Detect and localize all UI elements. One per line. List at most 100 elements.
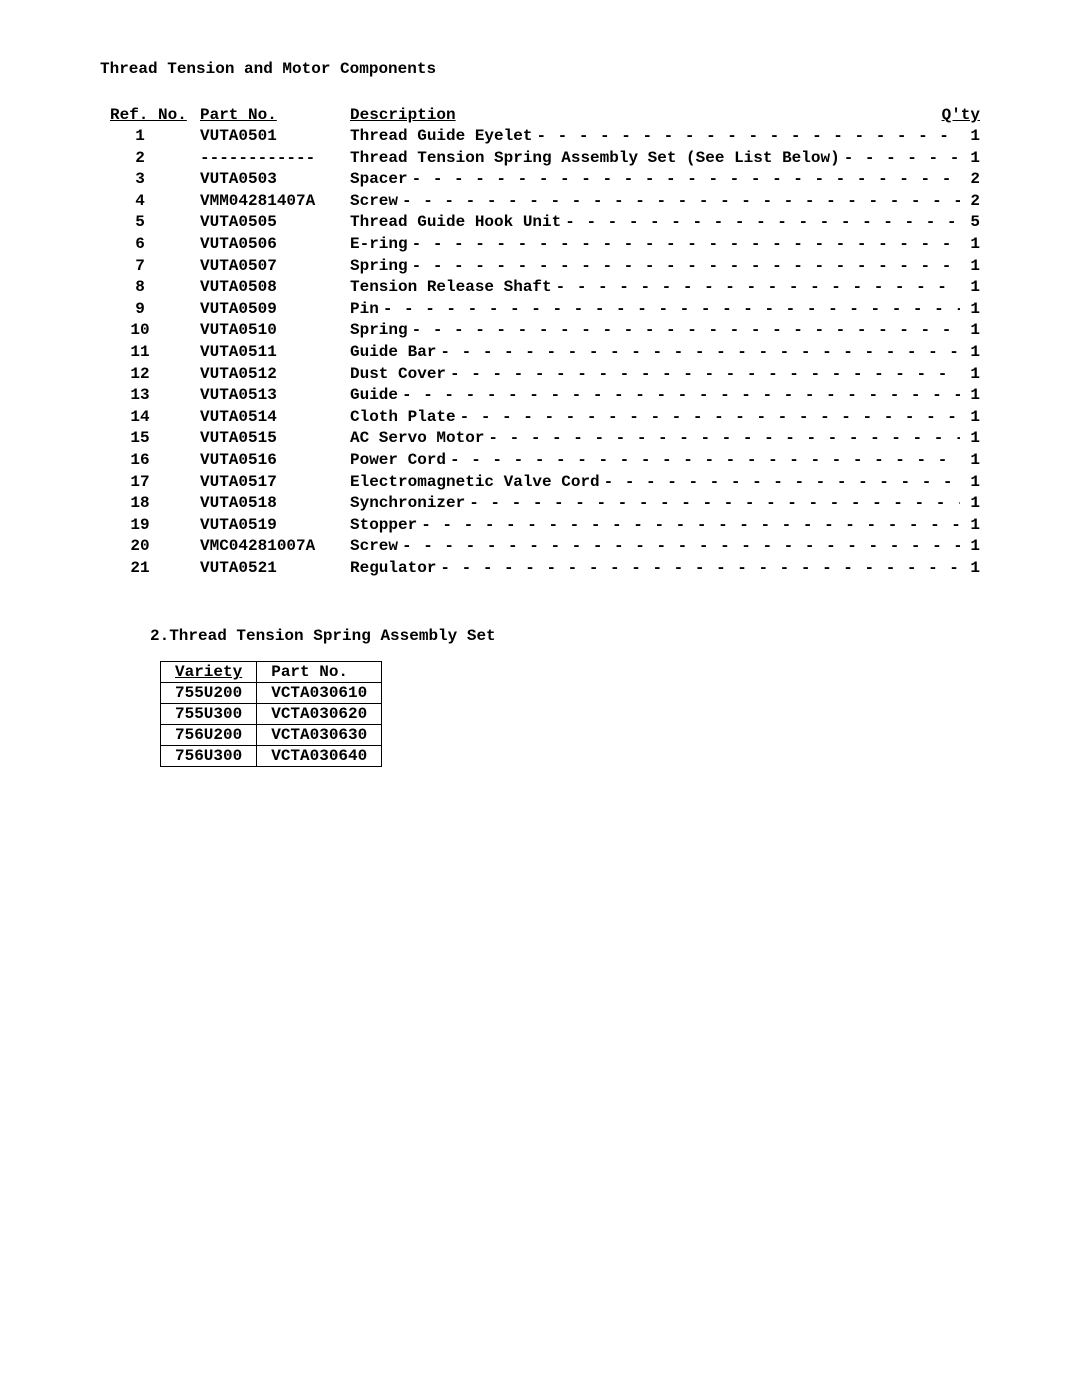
- cell-ref: 3: [110, 169, 200, 191]
- cell-desc: Thread Guide Hook Unit: [350, 212, 561, 234]
- cell-desc-wrap: AC Servo Motor - - - - - - - - - - - - -…: [350, 428, 980, 450]
- cell-desc: Guide Bar: [350, 342, 436, 364]
- cell-ref: 7: [110, 256, 200, 278]
- cell-part: VUTA0509: [200, 299, 350, 321]
- assembly-cell-variety: 756U300: [161, 746, 257, 767]
- leader-dots: - - - - - - - - - - - - - - - - - - - - …: [840, 148, 960, 170]
- assembly-cell-variety: 756U200: [161, 725, 257, 746]
- parts-row: 15VUTA0515AC Servo Motor - - - - - - - -…: [110, 428, 980, 450]
- parts-row: 10VUTA0510Spring - - - - - - - - - - - -…: [110, 320, 980, 342]
- cell-desc-wrap: Spring - - - - - - - - - - - - - - - - -…: [350, 320, 980, 342]
- parts-row: 7VUTA0507Spring - - - - - - - - - - - - …: [110, 256, 980, 278]
- cell-part: VUTA0514: [200, 407, 350, 429]
- cell-desc: Thread Guide Eyelet: [350, 126, 532, 148]
- cell-part: VUTA0513: [200, 385, 350, 407]
- cell-ref: 15: [110, 428, 200, 450]
- cell-qty: 1: [960, 148, 980, 170]
- leader-dots: - - - - - - - - - - - - - - - - - - - - …: [465, 493, 960, 515]
- cell-part: VMM04281407A: [200, 191, 350, 213]
- assembly-row: 756U300VCTA030640: [161, 746, 382, 767]
- leader-dots: - - - - - - - - - - - - - - - - - - - - …: [379, 299, 960, 321]
- cell-desc: Screw: [350, 536, 398, 558]
- cell-part: VUTA0501: [200, 126, 350, 148]
- cell-desc-wrap: Guide - - - - - - - - - - - - - - - - - …: [350, 385, 980, 407]
- cell-desc-wrap: Tension Release Shaft - - - - - - - - - …: [350, 277, 980, 299]
- cell-ref: 6: [110, 234, 200, 256]
- cell-desc: Pin: [350, 299, 379, 321]
- leader-dots: - - - - - - - - - - - - - - - - - - - - …: [436, 558, 960, 580]
- parts-row: 2------------Thread Tension Spring Assem…: [110, 148, 980, 170]
- cell-qty: 1: [960, 256, 980, 278]
- cell-part: VUTA0505: [200, 212, 350, 234]
- cell-qty: 1: [960, 428, 980, 450]
- parts-row: 14VUTA0514Cloth Plate - - - - - - - - - …: [110, 407, 980, 429]
- cell-ref: 16: [110, 450, 200, 472]
- leader-dots: - - - - - - - - - - - - - - - - - - - - …: [484, 428, 960, 450]
- cell-ref: 4: [110, 191, 200, 213]
- cell-qty: 1: [960, 407, 980, 429]
- cell-desc: Dust Cover: [350, 364, 446, 386]
- leader-dots: - - - - - - - - - - - - - - - - - - - - …: [446, 364, 960, 386]
- cell-desc-wrap: Electromagnetic Valve Cord - - - - - - -…: [350, 472, 980, 494]
- cell-part: VUTA0512: [200, 364, 350, 386]
- cell-qty: 1: [960, 320, 980, 342]
- assembly-cell-part: VCTA030620: [257, 704, 382, 725]
- cell-qty: 1: [960, 299, 980, 321]
- cell-ref: 8: [110, 277, 200, 299]
- parts-row: 20VMC04281007AScrew - - - - - - - - - - …: [110, 536, 980, 558]
- cell-part: VUTA0506: [200, 234, 350, 256]
- cell-part: VUTA0508: [200, 277, 350, 299]
- cell-qty: 1: [960, 234, 980, 256]
- parts-row: 12VUTA0512Dust Cover - - - - - - - - - -…: [110, 364, 980, 386]
- parts-row: 8VUTA0508Tension Release Shaft - - - - -…: [110, 277, 980, 299]
- assembly-cell-part: VCTA030640: [257, 746, 382, 767]
- assembly-cell-variety: 755U200: [161, 683, 257, 704]
- assembly-cell-part: VCTA030610: [257, 683, 382, 704]
- cell-desc: Stopper: [350, 515, 417, 537]
- cell-qty: 1: [960, 558, 980, 580]
- cell-desc-wrap: Thread Guide Eyelet - - - - - - - - - - …: [350, 126, 980, 148]
- cell-desc: AC Servo Motor: [350, 428, 484, 450]
- parts-table: Ref. No. Part No. Description Q'ty 1VUTA…: [110, 106, 980, 579]
- parts-row: 19VUTA0519Stopper - - - - - - - - - - - …: [110, 515, 980, 537]
- cell-desc: Spring: [350, 256, 408, 278]
- assembly-row: 755U300VCTA030620: [161, 704, 382, 725]
- assembly-header-part: Part No.: [257, 662, 382, 683]
- cell-desc: Cloth Plate: [350, 407, 456, 429]
- leader-dots: - - - - - - - - - - - - - - - - - - - - …: [408, 169, 960, 191]
- parts-row: 6VUTA0506E-ring - - - - - - - - - - - - …: [110, 234, 980, 256]
- cell-desc: Regulator: [350, 558, 436, 580]
- leader-dots: - - - - - - - - - - - - - - - - - - - - …: [398, 385, 960, 407]
- cell-ref: 17: [110, 472, 200, 494]
- leader-dots: - - - - - - - - - - - - - - - - - - - - …: [552, 277, 960, 299]
- cell-desc: Thread Tension Spring Assembly Set (See …: [350, 148, 840, 170]
- cell-desc-wrap: Stopper - - - - - - - - - - - - - - - - …: [350, 515, 980, 537]
- cell-part: VUTA0519: [200, 515, 350, 537]
- leader-dots: - - - - - - - - - - - - - - - - - - - - …: [417, 515, 960, 537]
- cell-desc: Guide: [350, 385, 398, 407]
- leader-dots: - - - - - - - - - - - - - - - - - - - - …: [561, 212, 960, 234]
- assembly-header-variety: Variety: [161, 662, 257, 683]
- cell-qty: 2: [960, 191, 980, 213]
- cell-part: VUTA0516: [200, 450, 350, 472]
- cell-qty: 1: [960, 364, 980, 386]
- leader-dots: - - - - - - - - - - - - - - - - - - - - …: [398, 536, 960, 558]
- cell-ref: 10: [110, 320, 200, 342]
- parts-row: 11VUTA0511Guide Bar - - - - - - - - - - …: [110, 342, 980, 364]
- cell-qty: 1: [960, 472, 980, 494]
- parts-row: 16VUTA0516Power Cord - - - - - - - - - -…: [110, 450, 980, 472]
- cell-ref: 11: [110, 342, 200, 364]
- cell-ref: 21: [110, 558, 200, 580]
- leader-dots: - - - - - - - - - - - - - - - - - - - - …: [408, 234, 960, 256]
- cell-qty: 1: [960, 536, 980, 558]
- parts-row: 1VUTA0501Thread Guide Eyelet - - - - - -…: [110, 126, 980, 148]
- cell-desc: Power Cord: [350, 450, 446, 472]
- cell-qty: 1: [960, 277, 980, 299]
- assembly-cell-variety: 755U300: [161, 704, 257, 725]
- cell-part: VUTA0515: [200, 428, 350, 450]
- header-ref: Ref. No.: [110, 106, 200, 124]
- parts-row: 9VUTA0509Pin - - - - - - - - - - - - - -…: [110, 299, 980, 321]
- cell-desc: Spring: [350, 320, 408, 342]
- cell-part: VUTA0518: [200, 493, 350, 515]
- cell-ref: 19: [110, 515, 200, 537]
